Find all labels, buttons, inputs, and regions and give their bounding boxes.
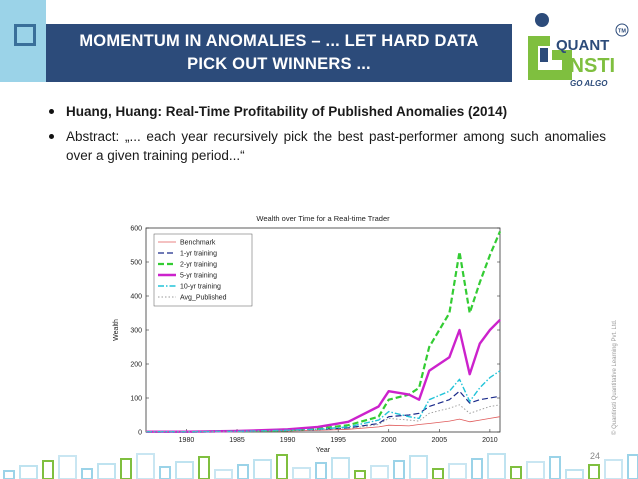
logo-insti: INSTI [564, 55, 615, 77]
copyright-note: © Quantinsti Quantitative Learning Pvt. … [612, 295, 622, 436]
x-tick-label: 2000 [381, 437, 397, 444]
bullet-text: Huang, Huang: Real-Time Profitability of… [66, 104, 508, 119]
x-tick-label: 2005 [432, 437, 448, 444]
footer-pattern-shape [604, 459, 623, 479]
footer-pattern-shape [627, 454, 638, 479]
footer-pattern-shape [370, 465, 389, 479]
bullet-item-citation: Huang, Huang: Real-Time Profitability of… [46, 102, 606, 121]
bullet-text: Abstract: „... each year recursively pic… [66, 129, 606, 163]
y-tick-label: 100 [130, 396, 142, 403]
footer-pattern-shape [315, 462, 327, 479]
legend-box [153, 233, 253, 307]
footer-pattern-shape [214, 469, 233, 479]
bullet-item-abstract: Abstract: „... each year recursively pic… [46, 127, 606, 165]
series-line-benchmark [146, 416, 501, 433]
chart-svg: Wealth over Time for a Real-time Trader 0… [113, 214, 502, 454]
footer-pattern-shape [175, 461, 194, 479]
series-line-avg-published [146, 404, 501, 433]
footer-pattern-shape [354, 470, 366, 479]
legend-label: 10-yr training [180, 284, 221, 291]
decor-square-icon [14, 24, 36, 46]
x-tick-label: 1980 [179, 437, 195, 444]
footer-pattern-shape [409, 455, 428, 479]
footer-pattern-shape [526, 461, 545, 479]
footer-pattern-shape [42, 460, 54, 479]
logo-quant: QUANT [556, 37, 609, 54]
wealth-chart: Wealth over Time for a Real-time Trader 0… [108, 210, 508, 454]
quantinsti-logo: TM QUANT INSTI GO ALGO [528, 13, 629, 88]
footer-pattern-shape [331, 457, 350, 479]
footer-pattern-shape [19, 465, 38, 479]
footer-pattern-shape [448, 463, 467, 479]
legend-label: Benchmark [180, 240, 216, 247]
x-tick-label: 1995 [330, 437, 346, 444]
footer-decoration [3, 453, 638, 479]
footer-pattern-shape [471, 458, 483, 479]
legend-label: Avg_Published [180, 295, 227, 302]
top-strip [0, 0, 638, 10]
header-decoration [0, 0, 46, 82]
x-tick-label: 1990 [280, 437, 296, 444]
x-tick-label: 2010 [482, 437, 498, 444]
footer-pattern-shape [588, 464, 600, 479]
footer-pattern-shape [97, 463, 116, 479]
logo-tm: TM [618, 29, 626, 35]
footer-pattern-shape [510, 466, 522, 479]
y-tick-label: 600 [130, 226, 142, 233]
slide-title-bar: MOMENTUM IN ANOMALIES – ... LET HARD DAT… [46, 24, 512, 82]
logo-dot-icon [535, 13, 549, 27]
series-line-10-yr-training [146, 370, 501, 433]
y-tick-label: 0 [138, 430, 142, 437]
footer-pattern-shape [3, 470, 15, 479]
footer-pattern-shape [393, 460, 405, 479]
footer-pattern-shape [487, 453, 506, 479]
footer-pattern-shape [136, 453, 155, 479]
footer-pattern-shape [198, 456, 210, 479]
x-axis-label: Year [316, 447, 331, 454]
page-number: 24 [590, 451, 601, 461]
series-line-1-yr-training [146, 390, 501, 433]
slide-title-line-1: MOMENTUM IN ANOMALIES – ... LET HARD DAT… [79, 32, 479, 50]
footer-pattern-shape [81, 468, 93, 479]
logo-tagline: GO ALGO [570, 79, 608, 88]
legend-label: 1-yr training [180, 251, 217, 258]
footer-pattern-shape [120, 458, 132, 479]
footer-pattern-shape [292, 467, 311, 479]
y-axis-label: Wealth [113, 319, 120, 341]
bullet-icon [49, 134, 54, 139]
legend-label: 2-yr training [180, 262, 217, 269]
y-tick-label: 500 [130, 260, 142, 267]
y-tick-label: 200 [130, 362, 142, 369]
series-line-5-yr-training [146, 318, 501, 433]
x-tick-label: 1985 [229, 437, 245, 444]
footer-pattern-shape [253, 459, 272, 479]
bullet-list: Huang, Huang: Real-Time Profitability of… [46, 102, 606, 171]
legend-label: 5-yr training [180, 273, 217, 280]
slide-title-line-2: PICK OUT WINNERS ... [187, 55, 371, 73]
footer-pattern-shape [432, 468, 444, 479]
bullet-icon [49, 109, 54, 114]
y-tick-label: 400 [130, 294, 142, 301]
footer-pattern-shape [237, 464, 249, 479]
copyright-text: © Quantinsti Quantitative Learning Pvt. … [612, 319, 618, 436]
footer-pattern-shape [159, 466, 171, 479]
footer-pattern-shape [276, 454, 288, 479]
y-tick-label: 300 [130, 328, 142, 335]
footer-pattern-shape [549, 456, 561, 479]
footer-pattern-shape [565, 469, 584, 479]
footer-pattern-shape [58, 455, 77, 479]
chart-title: Wealth over Time for a Real-time Trader [256, 214, 390, 223]
